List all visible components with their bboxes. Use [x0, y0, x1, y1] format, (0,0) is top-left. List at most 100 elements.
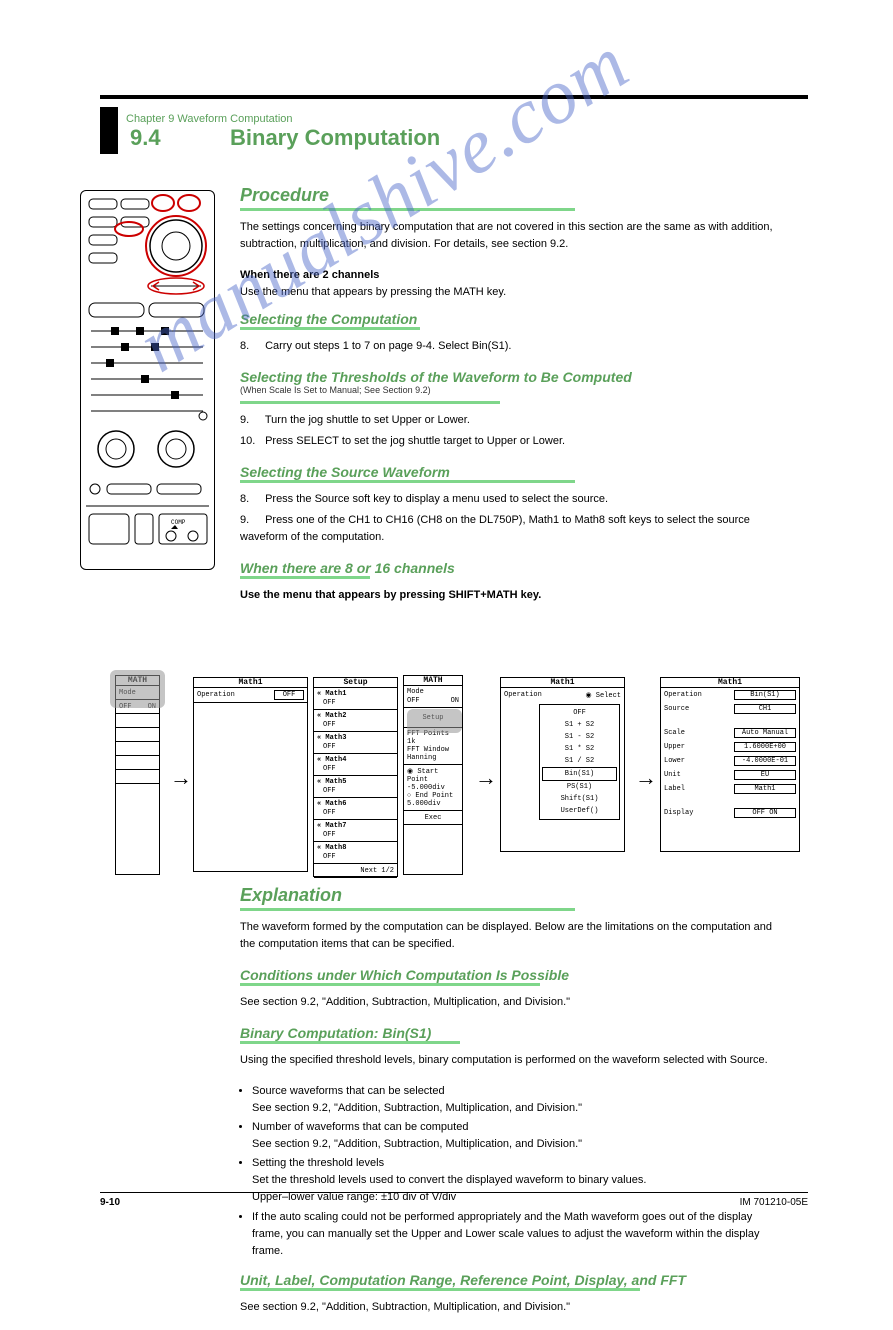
panel-title: Math1 — [194, 678, 307, 688]
sel-comp-body: 8. Carry out steps 1 to 7 on page 9-4. S… — [240, 338, 785, 355]
green-rule — [240, 327, 420, 330]
panel-row: Exec — [404, 811, 462, 825]
select-item: S1 / S2 — [542, 755, 617, 767]
panel-row: ScaleAuto Manual — [661, 726, 799, 740]
panel-title: MATH — [116, 676, 159, 686]
sel-source-heading: Selecting the Source Waveform — [240, 464, 785, 480]
green-rule — [240, 208, 575, 211]
panel-row: DisplayOFF ON — [661, 806, 799, 820]
menu-panel-mode: MATH Mode OFFON Setup FFT Points1k FFT W… — [403, 675, 463, 875]
menu-panel-setup: Setup « Math1OFF« Math2OFF« Math3OFF« Ma… — [313, 677, 398, 877]
green-rule — [240, 1288, 640, 1291]
header-rule — [100, 95, 808, 99]
panel-row: Operation ◉ Select — [501, 688, 624, 702]
panel-title: Math1 — [501, 678, 624, 688]
step-text: Turn the jog shuttle to set Upper or Low… — [265, 414, 470, 426]
green-rule — [240, 983, 540, 986]
manual-id: IM 701210-05E — [740, 1197, 808, 1208]
menu-panel-select: Math1 Operation ◉ Select OFFS1 + S2S1 - … — [500, 677, 625, 852]
procedure-intro: The settings concerning binary computati… — [240, 219, 785, 253]
panel-row — [116, 714, 159, 728]
panel-row: Setup — [404, 708, 462, 728]
menu-panel-math: MATH Mode OFFON — [115, 675, 160, 875]
sel-thresh-note: (When Scale Is Set to Manual; See Sectio… — [240, 385, 785, 395]
sel-comp-heading: Selecting the Computation — [240, 311, 785, 327]
panel-title: Math1 — [661, 678, 799, 688]
step-text: Carry out steps 1 to 7 on page 9-4. Sele… — [265, 340, 511, 352]
panel-row: Mode — [116, 686, 159, 700]
select-item: S1 - S2 — [542, 731, 617, 743]
note-16ch-body: Use the menu that appears by pressing SH… — [240, 587, 785, 604]
green-rule — [240, 576, 370, 579]
panel-row: FFT Points1k FFT WindowHanning — [404, 728, 462, 765]
panel-row: « Math6OFF — [314, 798, 397, 820]
panel-row: Next 1/2 — [314, 864, 397, 878]
select-item: Bin(S1) — [542, 767, 617, 781]
select-item: Shift(S1) — [542, 793, 617, 805]
panel-row: LabelMath1 — [661, 782, 799, 796]
step-num: 9. — [240, 412, 262, 429]
step-text: Press one of the CH1 to CH16 (CH8 on the… — [240, 514, 750, 543]
panel-title: MATH — [404, 676, 462, 686]
procedure-heading: Procedure — [240, 185, 785, 206]
sel-thresh-body1: 9. Turn the jog shuttle to set Upper or … — [240, 412, 785, 429]
step-text: Press SELECT to set the jog shuttle targ… — [265, 435, 565, 447]
note-2ch-label: When there are 2 channels — [240, 269, 379, 281]
arrow-icon: → — [475, 765, 497, 791]
panel-row: « Math2OFF — [314, 710, 397, 732]
select-item: UserDef() — [542, 805, 617, 817]
chapter-tab — [100, 107, 118, 154]
panel-row: Mode OFFON — [404, 686, 462, 708]
bin-body: Using the specified threshold levels, bi… — [240, 1052, 785, 1069]
panel-row: OperationBin(S1) — [661, 688, 799, 702]
panel-row: « Math8OFF — [314, 842, 397, 864]
step-num: 8. — [240, 491, 262, 508]
panel-row: « Math5OFF — [314, 776, 397, 798]
green-rule — [240, 908, 575, 911]
menu-flow: MATH Mode OFFON → Math1 Operation OFF Se… — [115, 675, 835, 880]
panel-row: Operation OFF — [194, 688, 307, 703]
explanation-heading: Explanation — [240, 885, 785, 906]
bullet-item: Number of waveforms that can be computed… — [252, 1119, 785, 1153]
device-panel-illustration: COMP — [80, 190, 215, 570]
svg-text:COMP: COMP — [171, 519, 186, 526]
explanation-intro: The waveform formed by the computation c… — [240, 919, 785, 953]
green-rule — [240, 480, 575, 483]
menu-panel-math1: Math1 Operation OFF — [193, 677, 308, 872]
page-number: 9-10 — [100, 1197, 120, 1208]
note-2ch: When there are 2 channels Use the menu t… — [240, 267, 785, 301]
bin-heading: Binary Computation: Bin(S1) — [240, 1025, 785, 1041]
sel-thresh-body2: 10. Press SELECT to set the jog shuttle … — [240, 433, 785, 450]
panel-row: « Math7OFF — [314, 820, 397, 842]
select-item: PS(S1) — [542, 781, 617, 793]
bullet-item: If the auto scaling could not be perform… — [252, 1209, 785, 1260]
page-content: Chapter 9 Waveform Computation 9.4 Binar… — [100, 95, 808, 1193]
section-number: 9.4 — [130, 125, 161, 151]
procedure-column: Procedure The settings concerning binary… — [240, 185, 785, 619]
panel-row: « Math4OFF — [314, 754, 397, 776]
chapter-text: Chapter 9 Waveform Computation — [126, 113, 293, 125]
cond-body: See section 9.2, "Addition, Subtraction,… — [240, 994, 785, 1011]
panel-row: SourceCH1 — [661, 702, 799, 716]
note-2ch-text: Use the menu that appears by pressing th… — [240, 286, 506, 298]
panel-row — [116, 728, 159, 742]
panel-row: UnitEU — [661, 768, 799, 782]
panel-row: Lower-4.0000E-01 — [661, 754, 799, 768]
page-footer: 9-10 IM 701210-05E — [100, 1192, 808, 1208]
panel-row: « Math3OFF — [314, 732, 397, 754]
panel-row: OFFON — [116, 700, 159, 714]
bullet-item: Source waveforms that can be selected Se… — [252, 1083, 785, 1117]
panel-row: ◉ Start Point-5.000div ○ End Point5.000d… — [404, 765, 462, 811]
panel-row — [116, 756, 159, 770]
section-title: Binary Computation — [230, 125, 440, 151]
select-item: OFF — [542, 707, 617, 719]
step-text: Press the Source soft key to display a m… — [265, 493, 608, 505]
panel-row — [116, 770, 159, 784]
panel-row: Upper1.6000E+00 — [661, 740, 799, 754]
arrow-icon: → — [170, 765, 192, 791]
sel-source-body: 8. Press the Source soft key to display … — [240, 491, 785, 508]
sel-source-body2: 9. Press one of the CH1 to CH16 (CH8 on … — [240, 512, 785, 546]
panel-row — [116, 742, 159, 756]
arrow-icon: → — [635, 765, 657, 791]
cond-heading: Conditions under Which Computation Is Po… — [240, 967, 785, 983]
